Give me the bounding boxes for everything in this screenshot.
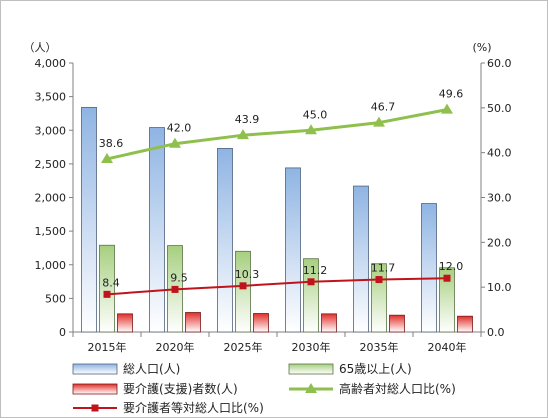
- bar-1: [421, 203, 437, 333]
- series-line-2: [106, 277, 448, 296]
- right-axis-unit: (%): [472, 41, 491, 54]
- bar-3: [321, 313, 337, 333]
- data-label: 38.6: [99, 137, 124, 150]
- x-tick-label: 2015年: [88, 340, 127, 354]
- bar-3: [457, 315, 473, 333]
- bar-1: [285, 167, 301, 333]
- square-marker: [239, 282, 247, 290]
- data-label: 46.7: [371, 101, 396, 114]
- data-label: 45.0: [303, 108, 328, 121]
- legend: 総人口(人) 65歳以上(人) 要介護(支援)者数(人) 高齢者対総人口比(%) 要介護…: [72, 362, 456, 415]
- data-label: 43.9: [235, 113, 260, 126]
- bar-2: [371, 263, 387, 333]
- x-tick-label: 2020年: [156, 340, 195, 354]
- right-tick-label: 10.0: [487, 281, 512, 294]
- right-tick-label: 50.0: [487, 102, 512, 115]
- bar-1: [353, 185, 369, 333]
- legend-label: 要介護(支援)者数(人): [123, 381, 238, 396]
- right-tick-label: 30.0: [487, 192, 512, 205]
- lines: 38.6 42.0 43.9 45.0 46.7 49.6 8.4 9.5 10.3 11.2 11…: [99, 88, 464, 298]
- legend-marker: [91, 404, 99, 412]
- bar-3: [185, 312, 201, 333]
- bar-2: [439, 267, 455, 333]
- legend-marker: [305, 383, 317, 393]
- legend-swatch-bar-1: [72, 363, 118, 375]
- axes: 0 500 1,000 1,500 2,000 2,500 3,000 3,500 4,000 0…: [35, 57, 512, 354]
- bar-1: [217, 148, 233, 333]
- left-tick-label: 1,500: [35, 225, 67, 238]
- left-tick-label: 4,000: [35, 57, 67, 70]
- left-axis-unit: （人）: [24, 41, 57, 54]
- bar-3: [389, 314, 405, 333]
- x-tick-label: 2030年: [292, 340, 331, 354]
- right-tick-label: 40.0: [487, 147, 512, 160]
- bar-3: [117, 313, 133, 333]
- x-tick-label: 2035年: [360, 340, 399, 354]
- bar-1: [81, 106, 97, 333]
- bar-3: [253, 313, 269, 333]
- data-label: 11.7: [371, 262, 396, 275]
- left-tick-label: 3,000: [35, 124, 67, 137]
- left-tick-label: 0: [59, 326, 66, 339]
- left-tick-label: 1,000: [35, 259, 67, 272]
- x-tick-label: 2040年: [428, 340, 467, 354]
- bars: [81, 106, 473, 333]
- triangle-marker: [373, 116, 385, 127]
- right-tick-label: 0.0: [487, 326, 505, 339]
- left-tick-label: 500: [45, 292, 66, 305]
- data-label: 49.6: [439, 88, 464, 101]
- x-tick-label: 2025年: [224, 340, 263, 354]
- data-label: 10.3: [235, 268, 260, 281]
- left-tick-label: 2,000: [35, 192, 67, 205]
- data-label: 11.2: [303, 264, 328, 277]
- legend-label: 高齢者対総人口比(%): [339, 381, 456, 396]
- left-tick-label: 3,500: [35, 91, 67, 104]
- bar-2: [303, 258, 319, 333]
- data-label: 9.5: [170, 271, 188, 284]
- left-tick-label: 2,500: [35, 158, 67, 171]
- square-marker: [307, 278, 315, 286]
- right-tick-label: 60.0: [487, 57, 512, 70]
- series-line-1: [106, 108, 448, 161]
- triangle-marker: [101, 152, 113, 163]
- legend-label: 総人口(人): [123, 362, 180, 376]
- bar-1: [149, 127, 165, 333]
- legend-label: 65歳以上(人): [339, 362, 412, 376]
- triangle-marker: [237, 129, 249, 140]
- triangle-marker: [305, 124, 317, 135]
- data-label: 12.0: [439, 260, 464, 273]
- triangle-marker: [169, 137, 181, 148]
- square-marker: [375, 276, 383, 284]
- bar-2: [99, 244, 115, 333]
- square-marker: [171, 285, 179, 293]
- data-label: 42.0: [167, 122, 192, 135]
- legend-swatch-bar-3: [72, 383, 118, 395]
- bar-2: [235, 250, 251, 333]
- right-tick-label: 20.0: [487, 236, 512, 249]
- legend-swatch-bar-2: [288, 363, 334, 375]
- square-marker: [443, 274, 451, 282]
- triangle-marker: [441, 103, 453, 114]
- data-label: 8.4: [102, 276, 120, 289]
- legend-label: 要介護者等対総人口比(%): [123, 400, 264, 415]
- square-marker: [103, 290, 111, 298]
